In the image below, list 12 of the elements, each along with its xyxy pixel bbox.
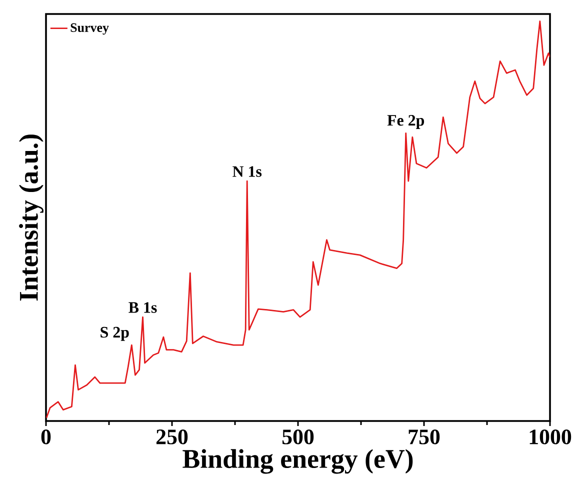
annotation: S 2p [100, 326, 129, 341]
annotation: N 1s [232, 166, 262, 177]
x-tick-label: 1000 [530, 430, 572, 444]
annotation: B 1s [128, 302, 157, 313]
x-tick-label: 500 [282, 430, 314, 444]
x-tick-label: 750 [408, 430, 440, 444]
x-axis-title: Binding energy (eV) [182, 449, 413, 474]
y-axis-title: Intensity (a.u.) [19, 134, 44, 301]
x-tick-label: 0 [41, 430, 51, 444]
legend-label: Survey [70, 23, 109, 35]
x-tick-label: 250 [156, 430, 188, 444]
annotation: Fe 2p [387, 115, 424, 129]
